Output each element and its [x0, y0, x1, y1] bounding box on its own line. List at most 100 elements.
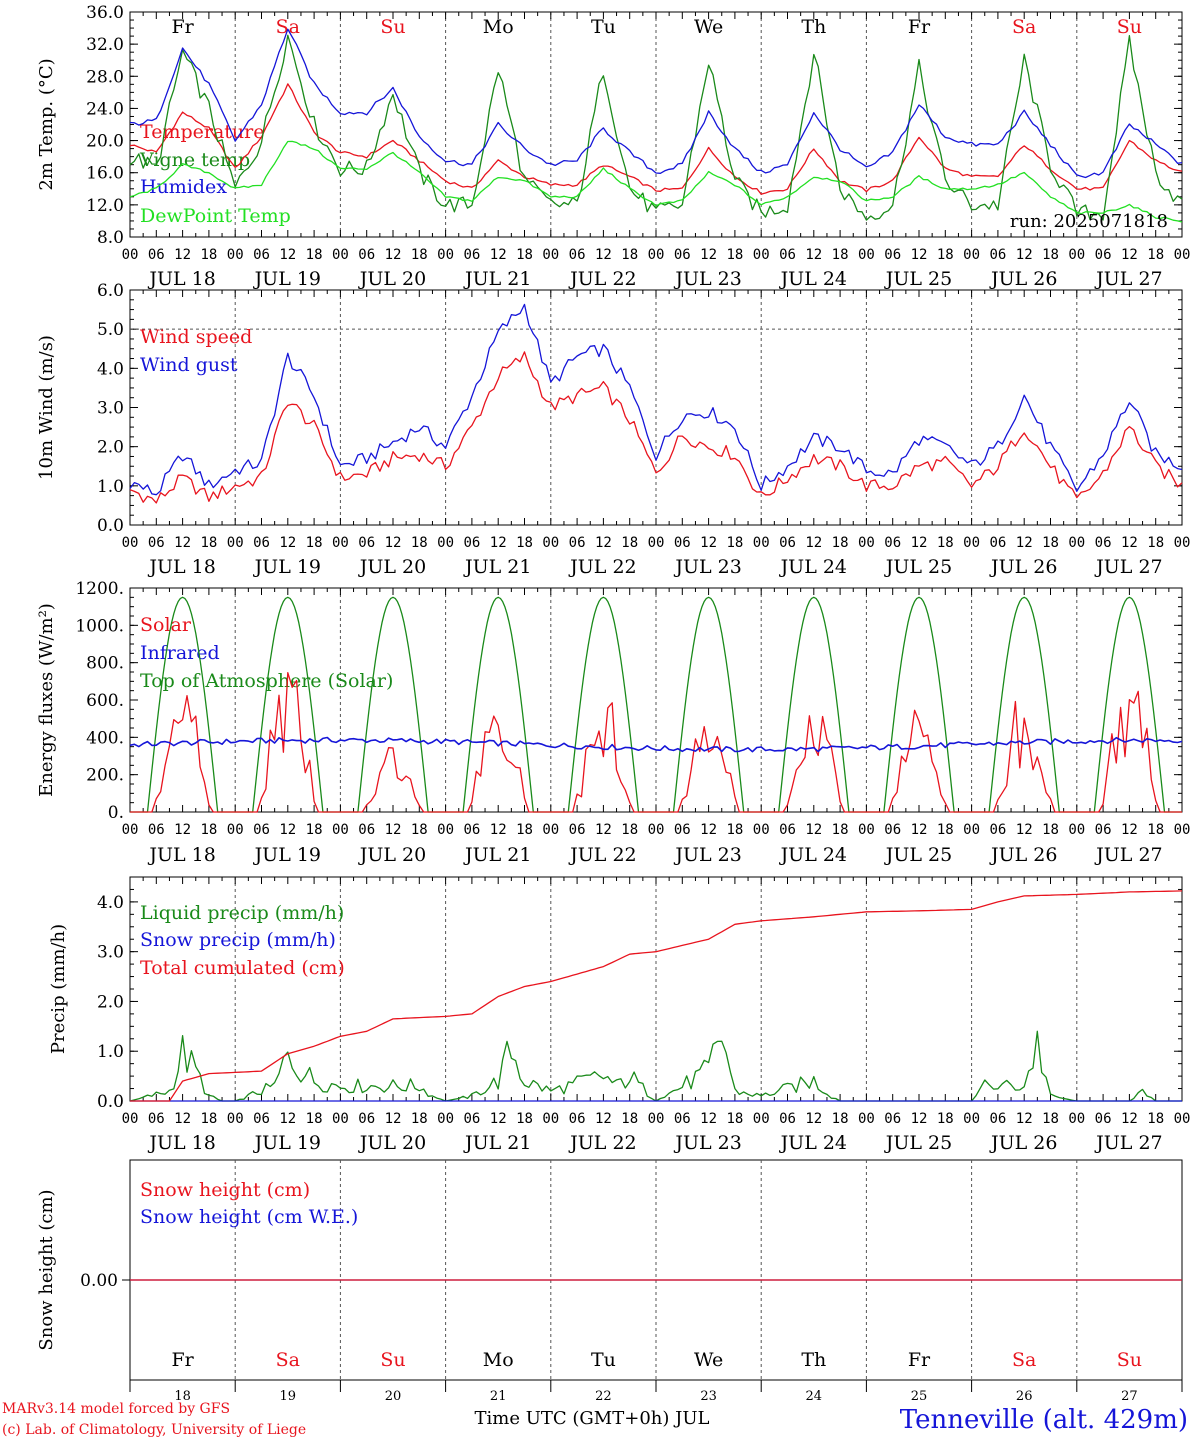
hour-label: 12 [805, 247, 822, 263]
hour-label: 00 [858, 822, 875, 838]
y-tick-label: 0.00 [80, 1271, 118, 1291]
weekday-label: Su [1117, 16, 1142, 38]
weekday-label: We [694, 16, 723, 38]
legend-entry: Wind speed [140, 326, 252, 348]
hour-label: 00 [753, 535, 770, 551]
hour-label: 06 [253, 535, 270, 551]
hour-label: 00 [542, 247, 559, 263]
hour-label: 06 [463, 247, 480, 263]
day-number-label: 23 [700, 1389, 717, 1404]
hour-label: 06 [779, 247, 796, 263]
hour-label: 18 [1042, 535, 1059, 551]
hour-label: 12 [1016, 247, 1033, 263]
hour-label: 06 [989, 822, 1006, 838]
hour-label: 00 [963, 1111, 980, 1127]
series-line-wind-gust [129, 303, 1183, 496]
series-line-dewpoint-temp [129, 140, 1183, 223]
hour-label: 06 [253, 247, 270, 263]
y-tick-label: 4.0 [97, 359, 124, 379]
date-label: JUL 21 [463, 844, 531, 866]
hour-label: 12 [174, 1111, 191, 1127]
y-tick-label: 36.0 [86, 3, 124, 23]
date-label: JUL 18 [147, 1132, 215, 1154]
date-label: JUL 21 [463, 556, 531, 578]
date-label: JUL 20 [358, 844, 426, 866]
hour-label: 06 [463, 822, 480, 838]
y-tick-label: 32.0 [86, 35, 124, 55]
weekday-label: Fr [908, 16, 931, 38]
series-line-total-cumulated-cm- [130, 890, 1183, 1102]
hour-label: 18 [200, 1111, 217, 1127]
hour-label: 06 [569, 1111, 586, 1127]
y-tick-label: 20.0 [86, 132, 124, 152]
hour-label: 12 [385, 822, 402, 838]
hour-label: 00 [227, 247, 244, 263]
hour-label: 06 [358, 822, 375, 838]
hour-label: 18 [1147, 247, 1164, 263]
hour-label: 00 [437, 247, 454, 263]
hour-label: 00 [753, 822, 770, 838]
date-label: JUL 27 [1094, 1132, 1162, 1154]
hour-label: 00 [1174, 1111, 1191, 1127]
y-tick-label: 0.0 [97, 1092, 124, 1112]
series-line-vigne-temp [129, 34, 1183, 221]
legend-entry: Snow precip (mm/h) [140, 929, 336, 951]
model-credit-line2: (c) Lab. of Climatology, University of L… [2, 1422, 306, 1438]
date-label: JUL 25 [884, 268, 952, 290]
legend-entry: Liquid precip (mm/h) [140, 902, 344, 924]
hour-label: 18 [1147, 1111, 1164, 1127]
hour-label: 12 [279, 822, 296, 838]
weekday-label: Th [801, 16, 826, 38]
date-label: JUL 20 [358, 1132, 426, 1154]
date-label: JUL 22 [568, 844, 636, 866]
hour-label: 12 [1121, 1111, 1138, 1127]
hour-label: 06 [148, 535, 165, 551]
day-number-label: 25 [911, 1389, 928, 1404]
date-label: JUL 18 [147, 268, 215, 290]
legend-entry: Snow height (cm W.E.) [140, 1206, 358, 1228]
hour-label: 06 [674, 535, 691, 551]
hour-label: 12 [174, 247, 191, 263]
hour-label: 12 [1016, 535, 1033, 551]
date-label: JUL 24 [779, 556, 847, 578]
weekday-label: Su [380, 16, 405, 38]
hour-label: 18 [1042, 1111, 1059, 1127]
y-axis-title: Snow height (cm) [36, 1189, 57, 1350]
hour-label: 00 [227, 822, 244, 838]
date-label: JUL 23 [673, 844, 741, 866]
hour-label: 12 [911, 535, 928, 551]
hour-label: 18 [516, 535, 533, 551]
plot-frame [129, 11, 1183, 238]
hour-label: 12 [595, 822, 612, 838]
day-number-label: 18 [174, 1389, 191, 1404]
legend-entry: DewPoint Temp [140, 205, 291, 227]
day-number-label: 21 [490, 1389, 507, 1404]
day-number-label: 19 [280, 1389, 297, 1404]
hour-label: 12 [1121, 247, 1138, 263]
hour-label: 00 [1068, 822, 1085, 838]
hour-label: 12 [700, 1111, 717, 1127]
date-label: JUL 18 [147, 844, 215, 866]
hour-label: 06 [569, 822, 586, 838]
y-tick-label: 24.0 [86, 99, 124, 119]
date-label: JUL 25 [884, 844, 952, 866]
y-tick-label: 400. [86, 728, 124, 748]
hour-label: 12 [805, 822, 822, 838]
hour-label: 12 [385, 1111, 402, 1127]
hour-label: 12 [1016, 1111, 1033, 1127]
y-axis-title: 2m Temp. (°C) [36, 58, 57, 190]
hour-label: 12 [490, 1111, 507, 1127]
hour-label: 06 [1095, 247, 1112, 263]
hour-label: 06 [1095, 535, 1112, 551]
hour-label: 00 [227, 1111, 244, 1127]
hour-label: 00 [542, 1111, 559, 1127]
hour-label: 06 [779, 1111, 796, 1127]
hour-label: 06 [989, 1111, 1006, 1127]
hour-label: 18 [621, 247, 638, 263]
hour-label: 12 [174, 535, 191, 551]
y-tick-label: 1.0 [97, 1042, 124, 1062]
hour-label: 18 [411, 822, 428, 838]
y-tick-label: 3.0 [97, 943, 124, 963]
date-label: JUL 22 [568, 1132, 636, 1154]
